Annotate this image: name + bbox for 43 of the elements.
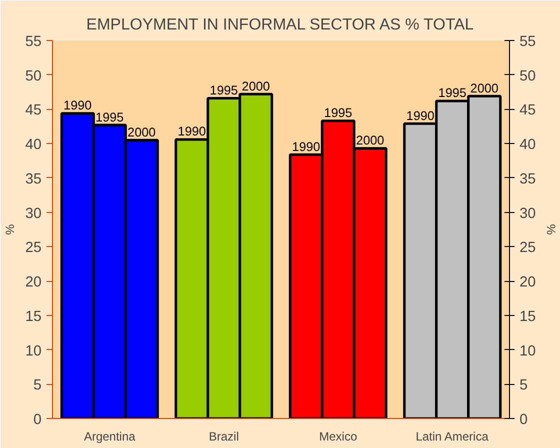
- y2-tick-label: 10: [520, 343, 536, 360]
- text: 1995: [438, 86, 466, 100]
- y2-tick-label: 55: [520, 34, 536, 50]
- chart-title: EMPLOYMENT IN INFORMAL SECTOR AS % TOTAL: [86, 16, 474, 34]
- y-tick-label: 50: [25, 68, 42, 84]
- y-tick-label: 10: [25, 343, 42, 360]
- x-tick-label: Brazil: [208, 430, 239, 444]
- y2-tick-label: 45: [520, 102, 536, 119]
- x-tick-label: Latin America: [416, 430, 489, 444]
- y2-tick-label: 40: [520, 137, 536, 154]
- y-axis-title: %: [3, 224, 18, 235]
- y-tick-label: 20: [25, 274, 42, 291]
- text: 2000: [356, 134, 384, 148]
- y2-tick-label: 35: [520, 171, 536, 188]
- y-tick-label: 35: [25, 171, 42, 188]
- text: 2000: [242, 79, 270, 94]
- series-label: 2000: [128, 125, 156, 140]
- y2-tick-label: 50: [520, 68, 536, 84]
- y2-axis-title: %: [544, 224, 558, 236]
- y-tick-label: 15: [25, 308, 42, 325]
- series-label: 1990: [64, 98, 92, 113]
- y2-tick-label: 30: [520, 206, 536, 222]
- y-tick-label: 45: [25, 102, 42, 119]
- text: 1995: [210, 83, 238, 98]
- y-tick-label: 25: [25, 240, 42, 256]
- text: 2000: [470, 81, 498, 96]
- x-tick-label: Mexico: [319, 430, 358, 444]
- y2-tick-label: 5: [520, 378, 528, 394]
- y-tick-label: 30: [25, 206, 42, 222]
- x-tick-label: Argentina: [84, 430, 136, 444]
- y-tick-label: 0: [33, 412, 42, 428]
- y-tick-label: 55: [25, 34, 42, 50]
- y-tick-label: 40: [25, 137, 42, 154]
- text: 1990: [292, 140, 320, 154]
- y-tick-label: 5: [33, 378, 42, 394]
- text: 1990: [178, 124, 206, 139]
- y2-tick-label: 25: [520, 240, 536, 256]
- y2-tick-label: 20: [520, 274, 536, 291]
- y2-tick-label: 0: [520, 412, 528, 428]
- text: 1995: [324, 106, 352, 120]
- y2-tick-label: 15: [520, 308, 536, 325]
- text: 1990: [406, 108, 434, 123]
- series-label: 1995: [96, 110, 124, 124]
